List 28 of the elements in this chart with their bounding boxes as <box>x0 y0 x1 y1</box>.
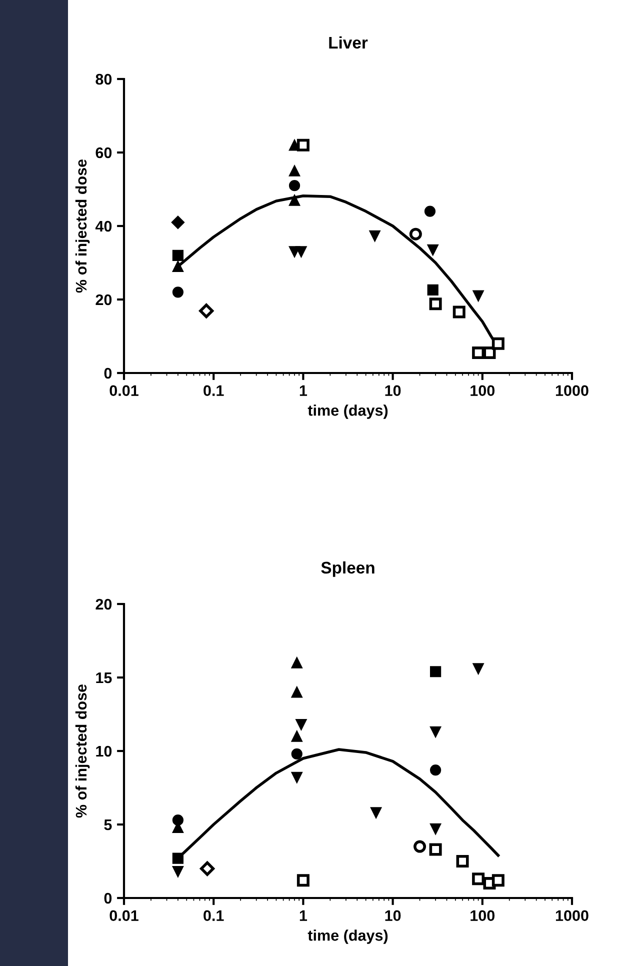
y-tick-label: 5 <box>104 820 112 830</box>
chart-title: Spleen <box>321 561 374 577</box>
x-tick-label: 0.01 <box>110 910 138 922</box>
y-axis-title: % of injected dose <box>75 684 90 818</box>
x-tick-label: 1000 <box>556 385 588 396</box>
x-axis-title: time (days) <box>308 930 388 944</box>
y-tick-label: 10 <box>96 746 112 757</box>
x-tick-label: 100 <box>470 910 495 922</box>
x-axis-title: time (days) <box>308 404 388 419</box>
y-tick-label: 60 <box>96 147 112 158</box>
y-tick-label: 15 <box>96 672 112 684</box>
x-tick-label: 0.1 <box>204 385 224 396</box>
y-tick-label: 0 <box>104 892 112 904</box>
y-tick-label: 20 <box>96 598 112 610</box>
x-tick-label: 0.1 <box>204 910 224 922</box>
y-tick-label: 0 <box>104 368 112 379</box>
x-tick-label: 10 <box>385 910 401 922</box>
y-tick-label: 80 <box>96 74 112 85</box>
x-tick-label: 10 <box>385 385 401 396</box>
y-tick-label: 20 <box>96 294 112 306</box>
y-axis-title: % of injected dose <box>75 159 90 293</box>
x-tick-label: 1 <box>300 910 308 921</box>
x-tick-label: 0.01 <box>110 385 138 396</box>
x-tick-label: 1000 <box>556 910 588 922</box>
x-tick-label: 100 <box>470 385 495 396</box>
x-tick-label: 1 <box>300 385 308 396</box>
y-tick-label: 40 <box>95 220 112 232</box>
chart-title: Liver <box>329 36 368 49</box>
